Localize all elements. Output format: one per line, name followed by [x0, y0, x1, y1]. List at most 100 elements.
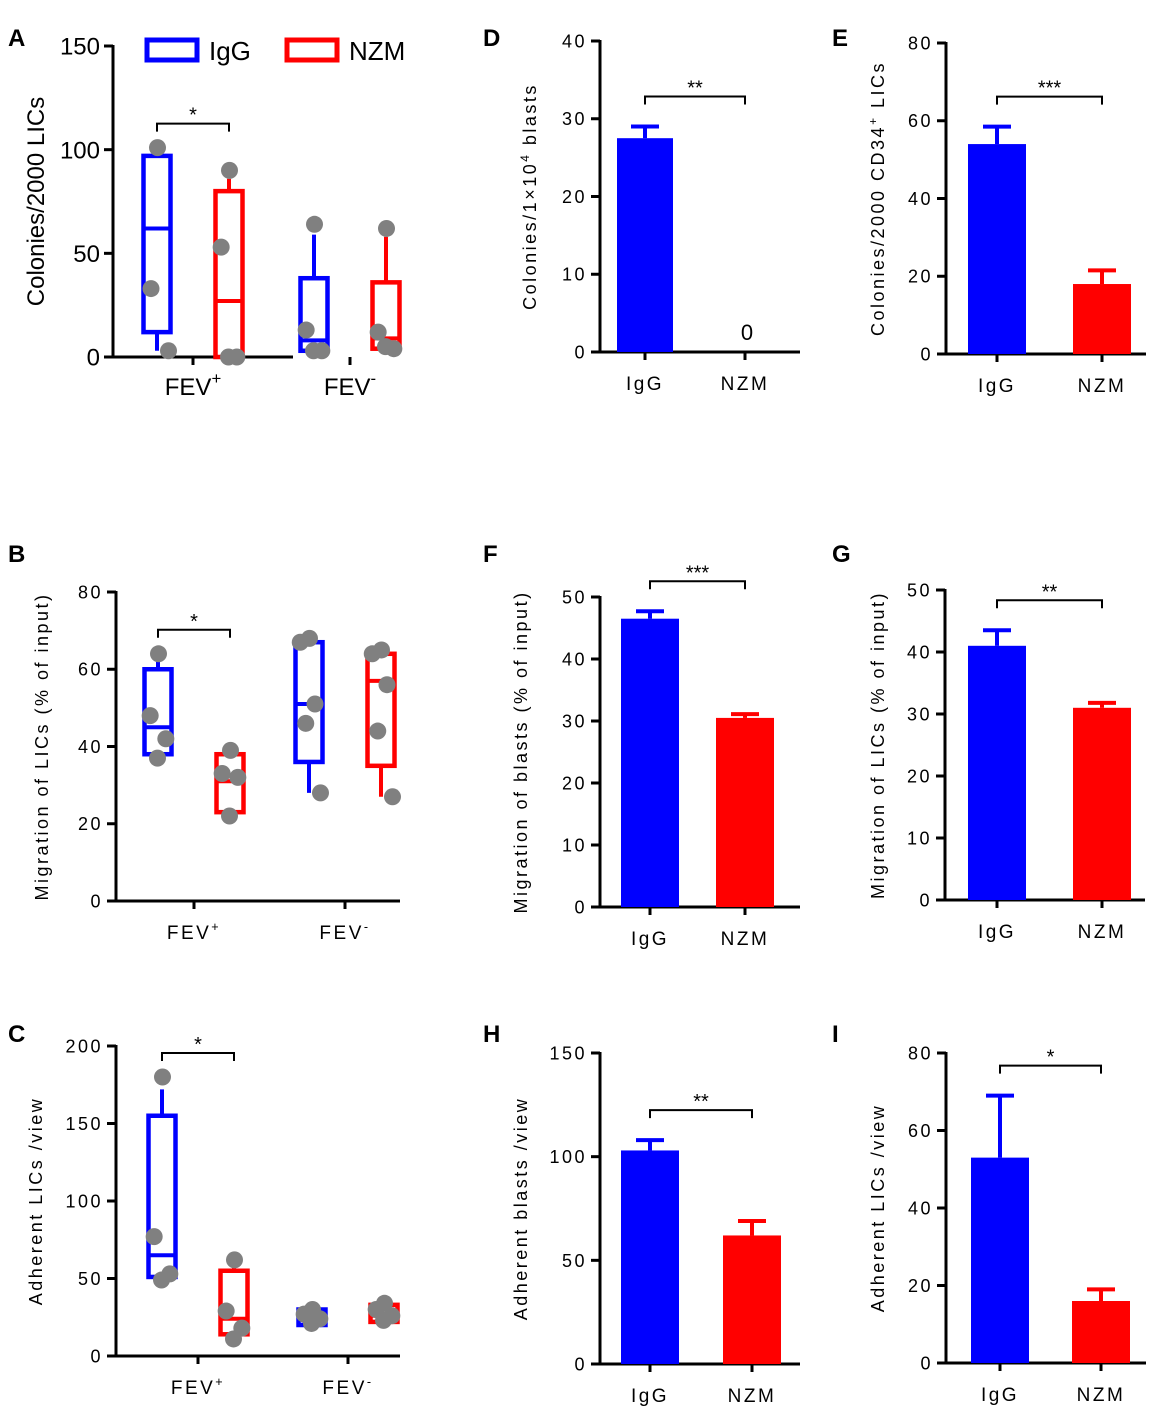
y-axis-label: Migration of blasts (% of input) — [511, 590, 531, 913]
y-tick-label: 60 — [908, 1121, 933, 1141]
y-tick-label: 0 — [920, 344, 933, 364]
data-point — [149, 749, 166, 767]
x-category-label-part: + — [211, 920, 221, 934]
data-point — [377, 338, 394, 356]
data-point — [221, 161, 238, 179]
box-nzm — [212, 161, 246, 366]
data-point — [150, 645, 167, 663]
bar-igg — [968, 144, 1026, 354]
box-body — [365, 651, 397, 769]
y-tick-label: 40 — [907, 642, 932, 662]
data-point — [220, 348, 237, 366]
x-category-label: FEV+ — [171, 1375, 225, 1399]
bar-nzm — [1073, 284, 1131, 354]
bar-igg — [968, 645, 1026, 900]
data-point — [212, 238, 230, 256]
bar-igg — [621, 1150, 679, 1364]
box-body — [213, 188, 245, 360]
y-axis-label-part: LICs — [868, 61, 888, 116]
x-category-label-part: FEV — [167, 923, 211, 944]
significance-label: *** — [686, 562, 710, 584]
y-axis-label: Adherent LICs /view — [868, 1104, 888, 1313]
box-nzm — [367, 1294, 401, 1329]
x-category-label: FEV- — [324, 369, 376, 401]
x-category-label: IgG — [631, 929, 669, 950]
y-tick-label: 50 — [78, 1269, 103, 1289]
data-point — [291, 633, 309, 651]
significance-label: ** — [1042, 581, 1058, 603]
y-axis-label: Colonies/2000 LICs — [23, 97, 50, 306]
y-tick-label: 40 — [562, 31, 587, 51]
x-category-label-part: FEV — [322, 1378, 366, 1399]
y-tick-label: 60 — [78, 660, 103, 680]
y-tick-label: 0 — [574, 1354, 587, 1374]
y-tick-label: 50 — [907, 580, 932, 600]
y-tick-label: 50 — [562, 587, 587, 607]
y-tick-label: 20 — [562, 773, 587, 793]
significance-label: * — [190, 611, 198, 633]
significance-label: ** — [687, 78, 703, 100]
data-point — [378, 676, 396, 694]
data-point — [145, 1228, 163, 1246]
y-axis-label: Migration of LICs (% of input) — [32, 592, 52, 900]
box-nzm — [213, 741, 247, 825]
data-point — [226, 1251, 243, 1269]
y-tick-label: 200 — [65, 1036, 103, 1056]
data-point — [384, 788, 401, 806]
x-category-label: FEV+ — [165, 369, 222, 401]
panel-label: H — [483, 1021, 500, 1048]
significance-label: * — [189, 105, 197, 127]
panel-e: 0 20 40 60 80 E Colonies/2000 CD34+ LICs IgG NZM… — [832, 25, 1146, 397]
y-tick-label: 10 — [907, 828, 932, 848]
y-tick-label: 60 — [908, 111, 933, 131]
y-axis-label: Migration of LICs (% of input) — [868, 591, 888, 899]
box-igg — [141, 645, 175, 767]
panel-label: A — [8, 25, 25, 52]
panel-label: E — [832, 25, 848, 52]
bar-igg — [621, 618, 679, 907]
legend-swatch-igg — [144, 37, 200, 63]
data-point — [378, 219, 395, 237]
significance-bracket — [157, 628, 231, 638]
x-category-label: IgG — [631, 1386, 669, 1407]
y-tick-label: 150 — [549, 1043, 587, 1063]
y-tick-label: 50 — [73, 241, 100, 268]
panel-label: F — [483, 541, 498, 568]
y-tick-label: 0 — [87, 345, 100, 372]
data-point — [375, 1311, 392, 1329]
panel-h: 0 50 100 150 H Adherent blasts /view IgG NZM ** — [483, 1021, 800, 1407]
data-point — [153, 1271, 170, 1289]
bar-nzm — [1073, 707, 1131, 900]
significance-label: * — [194, 1034, 202, 1056]
x-category-label-part: - — [364, 920, 371, 934]
y-axis-label: Adherent LICs /view — [26, 1097, 46, 1306]
y-axis-label: Colonies/2000 CD34+ LICs — [866, 61, 888, 336]
significance-bracket — [999, 1064, 1102, 1074]
x-category-label-part: + — [211, 369, 221, 388]
bar-nzm — [1072, 1301, 1130, 1363]
y-axis-label: Adherent blasts /view — [511, 1097, 531, 1321]
panel-label: I — [832, 1021, 839, 1048]
legend-label-igg: IgG — [209, 36, 251, 66]
box-nzm — [217, 1251, 251, 1348]
legend: IgG NZM — [144, 36, 405, 66]
y-tick-label: 0 — [574, 897, 587, 917]
data-point — [229, 768, 247, 786]
significance-bracket — [649, 1109, 753, 1119]
x-category-label: FEV- — [322, 1375, 373, 1399]
box-body — [141, 153, 173, 335]
box-nzm — [363, 641, 401, 806]
significance-bracket — [996, 95, 1103, 105]
y-axis-label-part: + — [866, 115, 880, 124]
y-tick-label: 0 — [574, 342, 587, 362]
x-category-label: IgG — [978, 922, 1016, 943]
significance-label: ** — [693, 1091, 709, 1113]
x-category-label-part: - — [367, 1375, 374, 1389]
x-category-label-part: FEV — [171, 1378, 215, 1399]
y-tick-label: 20 — [562, 187, 587, 207]
data-point — [160, 342, 177, 360]
box-igg — [141, 139, 177, 360]
y-axis-label-part: Colonies/1×10 — [520, 162, 540, 310]
y-tick-label: 20 — [908, 1276, 933, 1296]
data-point — [306, 215, 323, 233]
